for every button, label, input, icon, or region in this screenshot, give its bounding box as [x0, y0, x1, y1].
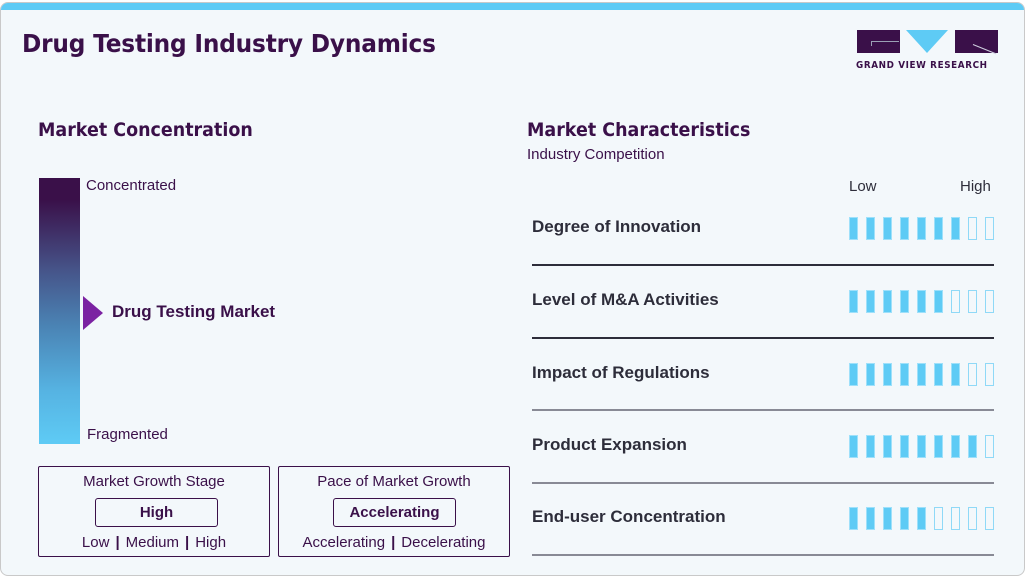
growth-stage-title: Market Growth Stage — [83, 473, 225, 490]
rating-bar-filled — [917, 363, 926, 386]
logo-mark-icon — [856, 30, 999, 55]
rating-bars — [849, 507, 994, 530]
characteristic-row: End-user Concentration — [532, 498, 994, 570]
rating-bar-filled — [883, 290, 892, 313]
option-high: High — [195, 534, 227, 551]
row-divider — [532, 482, 994, 484]
rating-bar-empty — [985, 290, 994, 313]
row-divider — [532, 264, 994, 266]
rating-bar-filled — [900, 507, 909, 530]
pace-of-market-growth-box: Pace of Market Growth Accelerating Accel… — [278, 466, 510, 557]
rating-bar-filled — [900, 363, 909, 386]
rating-bar-filled — [951, 363, 960, 386]
rating-bar-filled — [900, 435, 909, 458]
market-position-label: Drug Testing Market — [112, 302, 276, 321]
characteristic-label: Level of M&A Activities — [532, 290, 719, 309]
rating-bars — [849, 435, 994, 458]
option-accelerating: Accelerating — [302, 534, 386, 551]
rating-bars — [849, 363, 994, 386]
rating-bar-empty — [968, 290, 977, 313]
rating-bar-empty — [934, 507, 943, 530]
market-position-arrow-icon — [83, 296, 103, 330]
rating-bar-filled — [917, 507, 926, 530]
rating-bar-empty — [985, 217, 994, 240]
rating-bar-filled — [883, 435, 892, 458]
rating-bar-filled — [866, 290, 875, 313]
scale-label-concentrated: Concentrated — [86, 177, 177, 194]
rating-bar-filled — [849, 363, 858, 386]
rating-bar-empty — [951, 507, 960, 530]
characteristic-label: Impact of Regulations — [532, 363, 710, 382]
rating-bar-filled — [883, 507, 892, 530]
rating-bar-filled — [849, 507, 858, 530]
pace-options: Accelerating | Decelerating — [302, 534, 486, 551]
row-divider — [532, 554, 994, 556]
market-concentration-title: Market Concentration — [38, 119, 253, 141]
rating-bar-filled — [934, 363, 943, 386]
rating-bar-filled — [934, 290, 943, 313]
rating-bar-filled — [900, 217, 909, 240]
rating-bar-empty — [968, 363, 977, 386]
rating-bar-filled — [934, 217, 943, 240]
rating-bar-filled — [866, 217, 875, 240]
growth-stage-value: High — [95, 498, 218, 527]
rating-bar-filled — [917, 217, 926, 240]
rating-bar-filled — [849, 290, 858, 313]
rating-scale-low: Low — [849, 178, 877, 195]
option-medium: Medium — [125, 534, 180, 551]
grand-view-research-logo: GRAND VIEW RESEARCH — [856, 30, 1001, 75]
option-decelerating: Decelerating — [401, 534, 486, 551]
characteristic-label: End-user Concentration — [532, 507, 726, 526]
row-divider — [532, 337, 994, 339]
rating-bar-filled — [917, 435, 926, 458]
rating-bar-filled — [951, 217, 960, 240]
rating-bar-filled — [883, 217, 892, 240]
rating-bar-filled — [883, 363, 892, 386]
rating-bars — [849, 290, 994, 313]
option-low: Low — [81, 534, 110, 551]
rating-bar-filled — [849, 217, 858, 240]
page-title: Drug Testing Industry Dynamics — [22, 29, 436, 58]
row-divider — [532, 409, 994, 411]
rating-bar-filled — [951, 435, 960, 458]
concentration-gradient-bar — [39, 178, 80, 444]
rating-bar-filled — [866, 507, 875, 530]
rating-bar-filled — [900, 290, 909, 313]
characteristic-row: Degree of Innovation — [532, 208, 994, 280]
market-growth-stage-box: Market Growth Stage High Low | Medium | High — [38, 466, 270, 557]
market-characteristics-title: Market Characteristics — [527, 119, 751, 141]
rating-bar-empty — [951, 290, 960, 313]
scale-label-fragmented: Fragmented — [87, 426, 168, 443]
pace-value: Accelerating — [333, 498, 456, 527]
rating-bar-filled — [968, 435, 977, 458]
rating-scale-high: High — [960, 178, 991, 195]
rating-bar-filled — [934, 435, 943, 458]
characteristic-label: Degree of Innovation — [532, 217, 702, 236]
growth-stage-options: Low | Medium | High — [81, 534, 227, 551]
rating-bar-empty — [968, 217, 977, 240]
rating-bars — [849, 217, 994, 240]
logo-text: GRAND VIEW RESEARCH — [856, 60, 988, 71]
characteristic-row: Product Expansion — [532, 426, 994, 498]
characteristic-row: Impact of Regulations — [532, 354, 994, 426]
rating-bar-empty — [985, 363, 994, 386]
characteristic-row: Level of M&A Activities — [532, 281, 994, 353]
rating-bar-filled — [849, 435, 858, 458]
rating-bar-empty — [985, 435, 994, 458]
characteristic-label: Product Expansion — [532, 435, 687, 454]
industry-competition-subtitle: Industry Competition — [527, 146, 665, 163]
rating-bar-empty — [985, 507, 994, 530]
rating-bar-filled — [866, 363, 875, 386]
pace-title: Pace of Market Growth — [317, 473, 471, 490]
rating-bar-filled — [917, 290, 926, 313]
rating-bar-empty — [968, 507, 977, 530]
accent-top-bar — [1, 3, 1024, 10]
rating-bar-filled — [866, 435, 875, 458]
